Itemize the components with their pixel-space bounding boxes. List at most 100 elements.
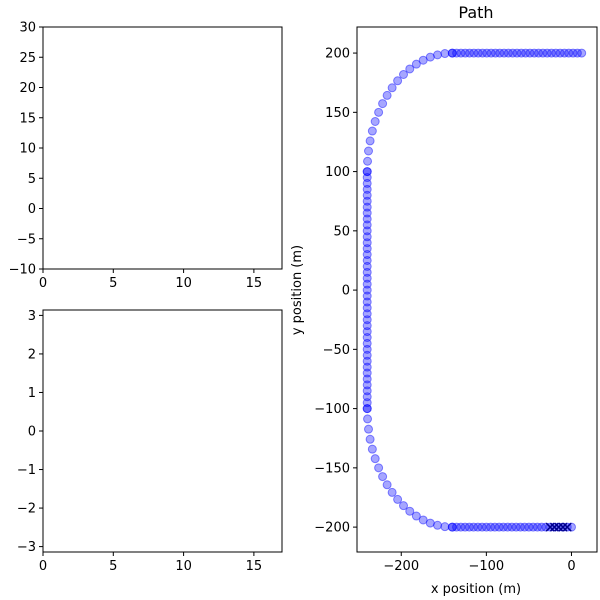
path-point bbox=[367, 444, 377, 454]
path-point bbox=[362, 309, 372, 319]
y-tick-label: 0 bbox=[28, 425, 36, 440]
path-point bbox=[399, 501, 409, 511]
y-tick-label: −50 bbox=[323, 343, 350, 358]
path-point bbox=[362, 178, 372, 188]
path-point bbox=[362, 273, 372, 283]
bottom-left-axes: 0 5 10 15 −3 −2 −1 0 1 2 3 bbox=[17, 309, 283, 574]
y-tick-label: −150 bbox=[314, 461, 350, 476]
x-tick-label: 10 bbox=[175, 276, 192, 291]
path-point bbox=[542, 48, 552, 58]
path-point bbox=[363, 156, 373, 166]
y-tick-label: 15 bbox=[19, 111, 36, 126]
path-point bbox=[520, 522, 530, 532]
y-tick-label: 100 bbox=[325, 165, 350, 180]
y-tick-label: 1 bbox=[28, 386, 36, 401]
path-point bbox=[411, 511, 421, 521]
path-point bbox=[490, 48, 500, 58]
path-point bbox=[572, 48, 582, 58]
path-point bbox=[362, 297, 372, 307]
path-point bbox=[362, 202, 372, 212]
path-point bbox=[362, 350, 372, 360]
path-point bbox=[452, 48, 462, 58]
path-point bbox=[481, 522, 491, 532]
x-tick-label: 0 bbox=[567, 559, 575, 574]
path-point bbox=[433, 50, 443, 60]
y-tick-label: −5 bbox=[17, 232, 36, 247]
y-tick-label: −100 bbox=[314, 402, 350, 417]
path-point bbox=[362, 214, 372, 224]
path-point bbox=[387, 487, 397, 497]
y-tick-label: 50 bbox=[333, 224, 350, 239]
path-point bbox=[516, 48, 526, 58]
path-point bbox=[559, 48, 569, 58]
path-point bbox=[532, 522, 542, 532]
path-point bbox=[555, 48, 565, 58]
y-tick-label: 25 bbox=[19, 51, 36, 66]
path-point bbox=[370, 454, 380, 464]
path-point bbox=[364, 424, 374, 434]
path-point bbox=[537, 522, 547, 532]
path-point bbox=[528, 522, 538, 532]
path-point bbox=[362, 196, 372, 206]
path-point bbox=[363, 414, 373, 424]
path-point bbox=[362, 344, 372, 354]
path-point bbox=[362, 356, 372, 366]
path-point bbox=[473, 522, 483, 532]
path-point bbox=[529, 48, 539, 58]
y-tick-label: 200 bbox=[325, 47, 350, 62]
path-point bbox=[418, 515, 428, 525]
y-tick-label: −3 bbox=[17, 540, 36, 555]
path-point bbox=[490, 522, 500, 532]
path-point bbox=[551, 48, 561, 58]
path-point bbox=[568, 48, 578, 58]
y-tick-label: 0 bbox=[28, 202, 36, 217]
path-point bbox=[456, 522, 466, 532]
y-tick-label: −2 bbox=[17, 502, 36, 517]
path-point bbox=[362, 392, 372, 402]
path-point bbox=[362, 267, 372, 277]
y-tick-label: 150 bbox=[325, 106, 350, 121]
path-point bbox=[486, 522, 496, 532]
path-point bbox=[362, 173, 372, 183]
x-axis-label: x position (m) bbox=[431, 582, 521, 597]
x-tick-label: −200 bbox=[383, 559, 419, 574]
path-point bbox=[577, 48, 587, 58]
axes-frame bbox=[42, 309, 283, 553]
y-tick-label: 3 bbox=[28, 309, 36, 324]
path-point bbox=[362, 368, 372, 378]
path-point bbox=[362, 362, 372, 372]
y-tick-label: −200 bbox=[314, 521, 350, 536]
y-tick-label: 30 bbox=[19, 21, 36, 36]
top-left-axes: 0 5 10 15 −10 −5 0 5 10 15 20 25 30 bbox=[9, 21, 283, 291]
path-point bbox=[511, 522, 521, 532]
path-point bbox=[382, 90, 392, 100]
path-point bbox=[486, 48, 496, 58]
path-point bbox=[507, 522, 517, 532]
path-point bbox=[362, 184, 372, 194]
path-point bbox=[478, 48, 488, 58]
path-point bbox=[440, 522, 450, 532]
path-point bbox=[534, 48, 544, 58]
y-tick-label: 2 bbox=[28, 347, 36, 362]
path-point bbox=[564, 48, 574, 58]
path-point bbox=[393, 76, 403, 86]
path-point bbox=[524, 522, 534, 532]
path-point bbox=[362, 321, 372, 331]
path-point bbox=[362, 404, 372, 414]
path-point bbox=[365, 434, 375, 444]
path-point bbox=[362, 398, 372, 408]
x-tick-label: 5 bbox=[109, 276, 117, 291]
path-point bbox=[525, 48, 535, 58]
path-point bbox=[362, 327, 372, 337]
path-point bbox=[447, 48, 457, 58]
path-point bbox=[425, 52, 435, 62]
path-point bbox=[503, 48, 513, 58]
y-tick-label: 5 bbox=[28, 172, 36, 187]
path-point bbox=[362, 291, 372, 301]
path-point bbox=[473, 48, 483, 58]
path-point bbox=[362, 255, 372, 265]
path-point bbox=[508, 48, 518, 58]
path-point bbox=[362, 380, 372, 390]
x-tick-label: 0 bbox=[39, 276, 47, 291]
